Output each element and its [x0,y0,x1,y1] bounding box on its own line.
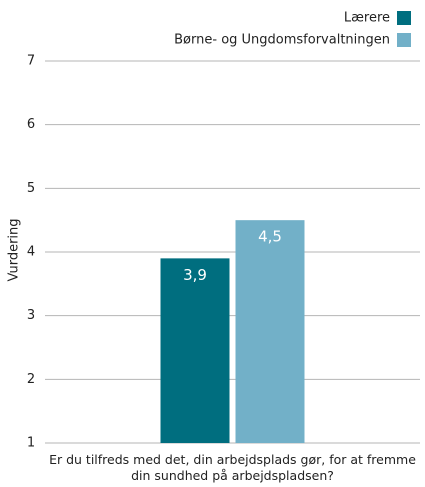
y-tick-label: 5 [27,181,35,196]
y-tick-label: 6 [27,117,35,132]
y-tick-label: 4 [27,245,35,260]
bar [235,220,305,443]
legend-label: Børne- og Ungdomsforvaltningen [174,33,390,48]
legend-label: Lærere [344,11,390,26]
data-label: 3,9 [183,266,207,284]
data-label: 4,5 [258,228,282,246]
y-tick-label: 2 [27,372,35,387]
legend-swatch [397,33,411,47]
y-axis-label: Vurdering [7,218,22,281]
bar [160,258,230,443]
x-tick-label: Er du tilfreds med det, din arbejdsplads… [49,452,416,483]
y-tick-label: 1 [27,436,35,451]
y-tick-label: 7 [27,54,35,69]
y-tick-label: 3 [27,308,35,323]
legend-swatch [397,11,411,25]
